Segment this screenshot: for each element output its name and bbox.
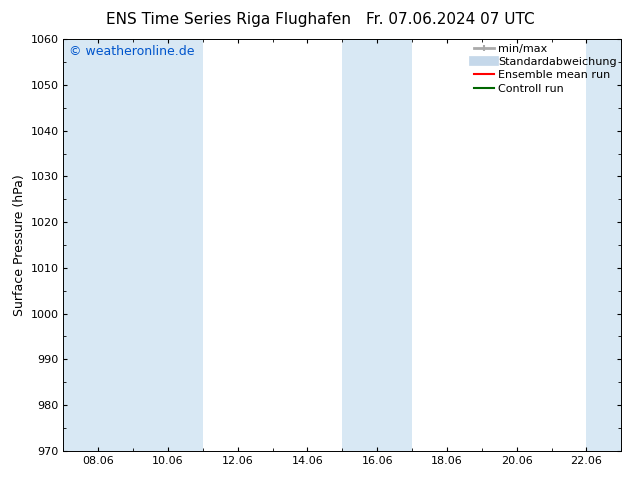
Y-axis label: Surface Pressure (hPa): Surface Pressure (hPa): [13, 174, 26, 316]
Text: ENS Time Series Riga Flughafen: ENS Time Series Riga Flughafen: [106, 12, 351, 27]
Bar: [586, 39, 621, 451]
Text: © weatheronline.de: © weatheronline.de: [69, 46, 195, 58]
Legend: min/max, Standardabweichung, Ensemble mean run, Controll run: min/max, Standardabweichung, Ensemble me…: [472, 42, 619, 96]
Bar: [63, 39, 133, 451]
Text: Fr. 07.06.2024 07 UTC: Fr. 07.06.2024 07 UTC: [366, 12, 534, 27]
Bar: [342, 39, 412, 451]
Bar: [133, 39, 203, 451]
